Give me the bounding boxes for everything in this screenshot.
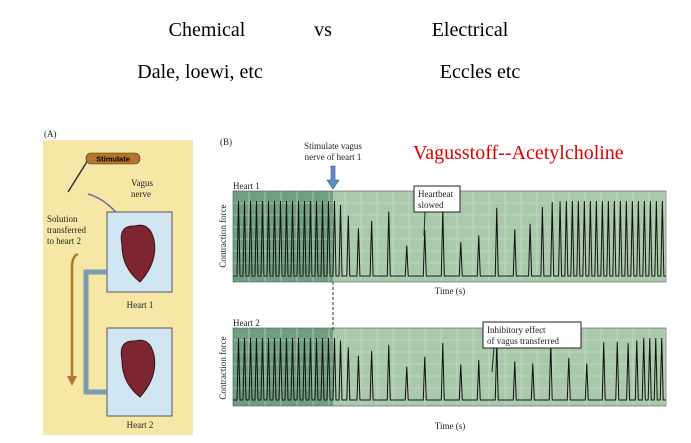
callout: Inhibitory effect of vagus transferred — [487, 325, 559, 346]
callout-box — [413, 185, 461, 213]
y-axis-label: Contraction force — [218, 336, 228, 399]
arrowhead — [67, 376, 77, 386]
callout-line — [491, 347, 495, 373]
annotation: Vagusstoff--Acetylcholine — [413, 142, 624, 164]
x-axis-label: Time (s) — [435, 421, 465, 431]
heading: vs — [314, 19, 332, 41]
plot-title: Heart 1 — [233, 181, 260, 191]
y-axis-label: Contraction force — [218, 204, 228, 267]
x-axis-label: Time (s) — [435, 286, 465, 296]
callout-box — [482, 321, 582, 349]
electrode — [67, 159, 89, 193]
callout-line — [423, 211, 426, 237]
transfer-arrow — [70, 252, 79, 378]
panel-label: (B) — [220, 137, 232, 147]
heart — [120, 224, 156, 283]
plot — [232, 327, 667, 407]
plot-frame — [232, 327, 667, 407]
panel-label: (A) — [44, 129, 57, 139]
solution-label: Solution transferred to heart 2 — [47, 214, 86, 246]
subheading: Dale, loewi, etc — [137, 61, 263, 83]
heart-label: Heart 2 — [127, 420, 154, 430]
trace — [233, 337, 666, 401]
heading: Chemical — [169, 19, 246, 41]
heart-label: Heart 1 — [127, 300, 154, 310]
subheading: Eccles etc — [440, 61, 521, 83]
stimulate-note: Stimulate vagus nerve of heart 1 — [304, 141, 362, 162]
nerve-label: Vagus nerve — [131, 178, 153, 199]
stimulator — [85, 152, 141, 165]
heart — [120, 339, 156, 398]
tube — [83, 269, 107, 395]
callout: Heartbeat slowed — [418, 189, 453, 210]
stimulus-arrow — [326, 165, 340, 190]
plot-title: Heart 2 — [233, 318, 260, 328]
heading: Electrical — [432, 19, 509, 41]
trace — [233, 200, 666, 277]
stimulate-label: Stimulate — [96, 155, 130, 164]
